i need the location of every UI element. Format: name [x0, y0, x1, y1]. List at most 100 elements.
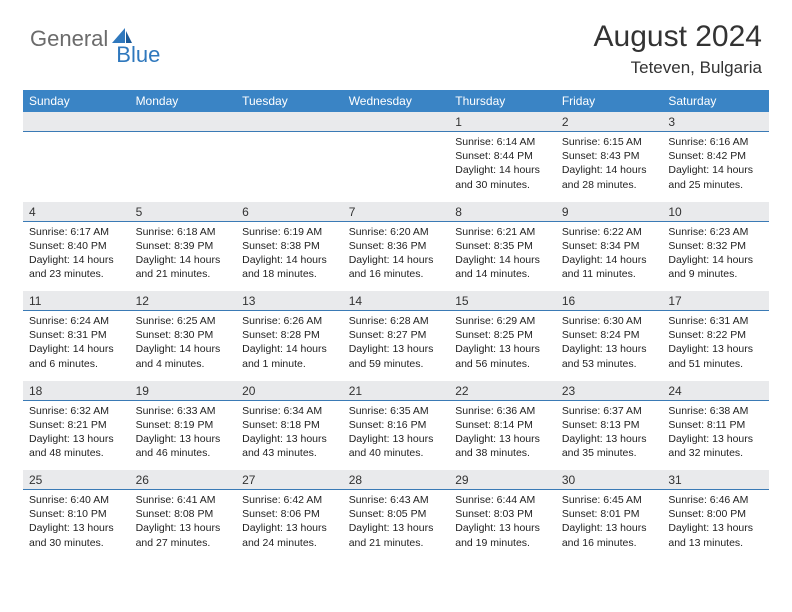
- day2-text: and 21 minutes.: [349, 536, 444, 550]
- weekday-thursday: Thursday: [449, 90, 556, 112]
- day1-text: Daylight: 14 hours: [29, 342, 124, 356]
- day1-text: Daylight: 13 hours: [455, 432, 550, 446]
- sunrise-text: Sunrise: 6:46 AM: [668, 493, 763, 507]
- sunset-text: Sunset: 8:27 PM: [349, 328, 444, 342]
- day-number-row: 11121314151617: [23, 291, 769, 311]
- day-detail: [23, 132, 130, 202]
- day-detail-row: Sunrise: 6:40 AMSunset: 8:10 PM Daylight:…: [23, 490, 769, 560]
- sunset-text: Sunset: 8:34 PM: [562, 239, 657, 253]
- sunrise-text: Sunrise: 6:45 AM: [562, 493, 657, 507]
- day1-text: Daylight: 13 hours: [668, 342, 763, 356]
- day-detail: Sunrise: 6:26 AMSunset: 8:28 PMDaylight:…: [236, 311, 343, 381]
- sunrise-text: Sunrise: 6:24 AM: [29, 314, 124, 328]
- day2-text: and 14 minutes.: [455, 267, 550, 281]
- sunrise-text: Sunrise: 6:28 AM: [349, 314, 444, 328]
- day-detail: Sunrise: 6:17 AMSunset: 8:40 PMDaylight:…: [23, 221, 130, 291]
- sunrise-text: Sunrise: 6:22 AM: [562, 225, 657, 239]
- day-number: 25: [23, 470, 130, 490]
- sunrise-text: Sunrise: 6:33 AM: [136, 404, 231, 418]
- day-number: 10: [662, 202, 769, 222]
- day-number: 9: [556, 202, 663, 222]
- sunrise-text: Sunrise: 6:42 AM: [242, 493, 337, 507]
- day-number-row: 25262728293031: [23, 470, 769, 490]
- day1-text: Daylight: 14 hours: [455, 253, 550, 267]
- day2-text: and 35 minutes.: [562, 446, 657, 460]
- day-number: 13: [236, 291, 343, 311]
- day2-text: and 28 minutes.: [562, 178, 657, 192]
- sunset-text: Sunset: 8:10 PM: [29, 507, 124, 521]
- day-number: 24: [662, 381, 769, 401]
- sunset-text: Sunset: 8:28 PM: [242, 328, 337, 342]
- month-title: August 2024: [594, 20, 762, 54]
- day-detail: [130, 132, 237, 202]
- sunset-text: Sunset: 8:30 PM: [136, 328, 231, 342]
- day2-text: and 43 minutes.: [242, 446, 337, 460]
- sunrise-text: Sunrise: 6:34 AM: [242, 404, 337, 418]
- day2-text: and 13 minutes.: [668, 536, 763, 550]
- location: Teteven, Bulgaria: [594, 58, 762, 78]
- calendar-table: Sunday Monday Tuesday Wednesday Thursday…: [23, 90, 769, 560]
- day-detail: Sunrise: 6:40 AMSunset: 8:10 PMDaylight:…: [23, 490, 130, 560]
- sunset-text: Sunset: 8:35 PM: [455, 239, 550, 253]
- sunset-text: Sunset: 8:40 PM: [29, 239, 124, 253]
- day2-text: and 30 minutes.: [29, 536, 124, 550]
- sunset-text: Sunset: 8:22 PM: [668, 328, 763, 342]
- sunrise-text: Sunrise: 6:21 AM: [455, 225, 550, 239]
- title-block: August 2024 Teteven, Bulgaria: [594, 20, 762, 78]
- day1-text: Daylight: 13 hours: [349, 432, 444, 446]
- day-number-row: 123: [23, 112, 769, 132]
- sunrise-text: Sunrise: 6:35 AM: [349, 404, 444, 418]
- sunset-text: Sunset: 8:19 PM: [136, 418, 231, 432]
- day2-text: and 46 minutes.: [136, 446, 231, 460]
- day-number: 15: [449, 291, 556, 311]
- sunrise-text: Sunrise: 6:41 AM: [136, 493, 231, 507]
- sunset-text: Sunset: 8:14 PM: [455, 418, 550, 432]
- sunrise-text: Sunrise: 6:40 AM: [29, 493, 124, 507]
- day1-text: Daylight: 13 hours: [349, 521, 444, 535]
- day-detail: Sunrise: 6:42 AMSunset: 8:06 PMDaylight:…: [236, 490, 343, 560]
- sunset-text: Sunset: 8:06 PM: [242, 507, 337, 521]
- day-detail: Sunrise: 6:25 AMSunset: 8:30 PMDaylight:…: [130, 311, 237, 381]
- sunrise-text: Sunrise: 6:29 AM: [455, 314, 550, 328]
- day-detail: Sunrise: 6:45 AMSunset: 8:01 PMDaylight:…: [556, 490, 663, 560]
- sunset-text: Sunset: 8:44 PM: [455, 149, 550, 163]
- day-number: 12: [130, 291, 237, 311]
- day-number: 4: [23, 202, 130, 222]
- sunset-text: Sunset: 8:18 PM: [242, 418, 337, 432]
- day-number: 8: [449, 202, 556, 222]
- day1-text: Daylight: 13 hours: [455, 521, 550, 535]
- day-detail: Sunrise: 6:21 AMSunset: 8:35 PMDaylight:…: [449, 221, 556, 291]
- day-number: 5: [130, 202, 237, 222]
- day-detail: [343, 132, 450, 202]
- day-detail: Sunrise: 6:30 AMSunset: 8:24 PMDaylight:…: [556, 311, 663, 381]
- day-number: 23: [556, 381, 663, 401]
- day-number: 14: [343, 291, 450, 311]
- weekday-sunday: Sunday: [23, 90, 130, 112]
- day2-text: and 30 minutes.: [455, 178, 550, 192]
- day2-text: and 18 minutes.: [242, 267, 337, 281]
- day-detail-row: Sunrise: 6:24 AMSunset: 8:31 PMDaylight:…: [23, 311, 769, 381]
- day1-text: Daylight: 13 hours: [668, 521, 763, 535]
- day-detail: Sunrise: 6:44 AMSunset: 8:03 PMDaylight:…: [449, 490, 556, 560]
- sunset-text: Sunset: 8:13 PM: [562, 418, 657, 432]
- sunset-text: Sunset: 8:43 PM: [562, 149, 657, 163]
- day-detail: Sunrise: 6:38 AMSunset: 8:11 PMDaylight:…: [662, 400, 769, 470]
- header: General Blue August 2024 Teteven, Bulgar…: [0, 0, 792, 86]
- day2-text: and 16 minutes.: [562, 536, 657, 550]
- sunrise-text: Sunrise: 6:19 AM: [242, 225, 337, 239]
- day-number: [130, 112, 237, 132]
- day2-text: and 16 minutes.: [349, 267, 444, 281]
- weekday-header-row: Sunday Monday Tuesday Wednesday Thursday…: [23, 90, 769, 112]
- day-number: 21: [343, 381, 450, 401]
- day2-text: and 1 minute.: [242, 357, 337, 371]
- day2-text: and 53 minutes.: [562, 357, 657, 371]
- day1-text: Daylight: 14 hours: [562, 163, 657, 177]
- day-number: 11: [23, 291, 130, 311]
- sunrise-text: Sunrise: 6:16 AM: [668, 135, 763, 149]
- day1-text: Daylight: 14 hours: [29, 253, 124, 267]
- sunset-text: Sunset: 8:31 PM: [29, 328, 124, 342]
- day-detail: [236, 132, 343, 202]
- sunrise-text: Sunrise: 6:14 AM: [455, 135, 550, 149]
- sunset-text: Sunset: 8:36 PM: [349, 239, 444, 253]
- day2-text: and 6 minutes.: [29, 357, 124, 371]
